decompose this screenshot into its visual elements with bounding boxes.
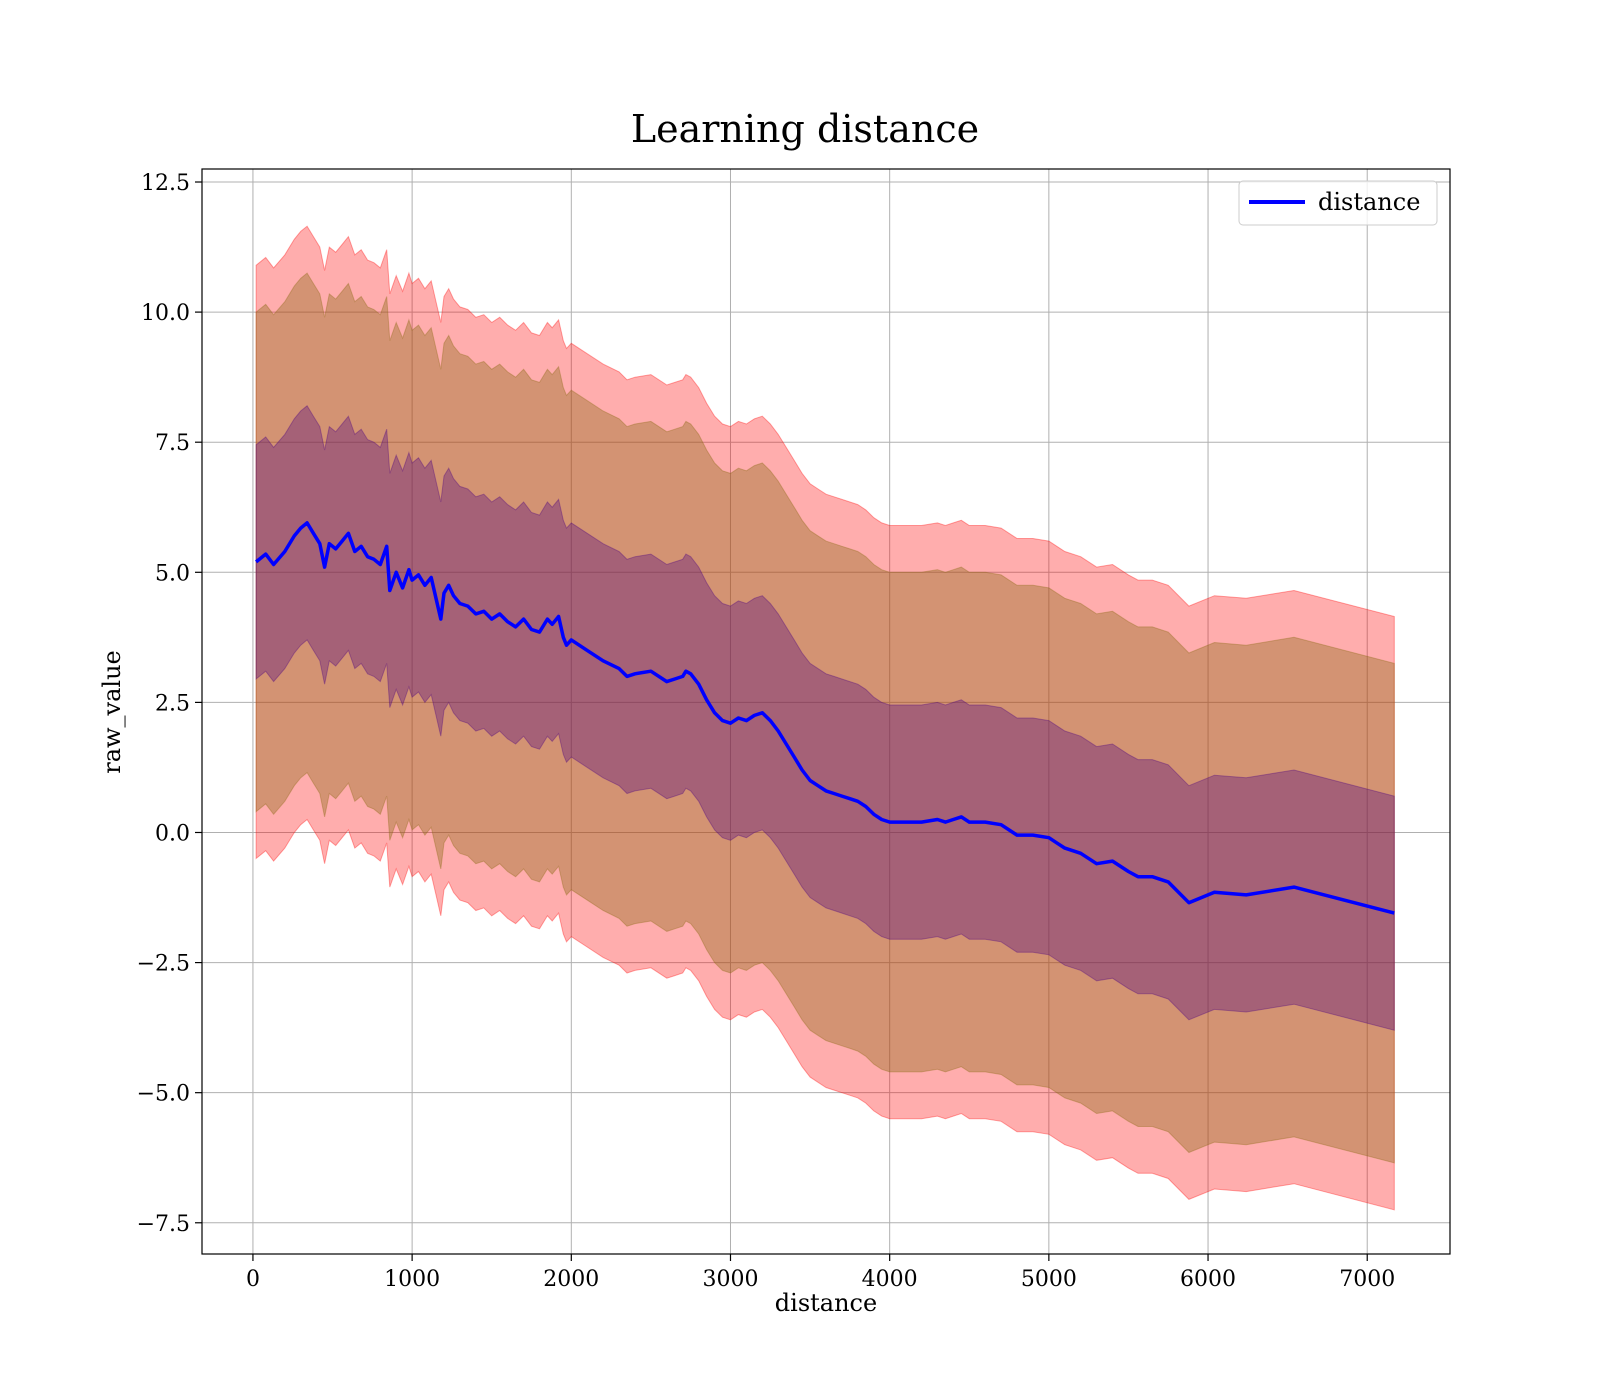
- x-tick-label: 6000: [1180, 1267, 1236, 1292]
- series-line-distance: [254, 521, 1395, 915]
- y-tick-label: 2.5: [155, 691, 190, 716]
- legend-label: distance: [1318, 188, 1420, 216]
- band-layer: [255, 225, 1395, 1211]
- legend-box: [1238, 180, 1438, 226]
- legend: distance: [1238, 180, 1438, 226]
- x-tick-label: 4000: [862, 1267, 918, 1292]
- band-middle: [255, 272, 1395, 1164]
- plot-frame: [201, 168, 1451, 1255]
- grid-layer: [202, 169, 1450, 1254]
- x-tick-label: 3000: [702, 1267, 758, 1292]
- x-axis-ticks: 0 1000 2000 3000 4000 5000 6000 7000: [246, 1254, 1395, 1292]
- y-tick-label: 5.0: [155, 561, 190, 586]
- y-tick-label: 10.0: [141, 301, 190, 326]
- band-outer: [255, 225, 1395, 1211]
- y-tick-label: −5.0: [137, 1082, 190, 1107]
- band-inner: [255, 405, 1395, 1031]
- chart-title: Learning distance: [631, 107, 979, 151]
- y-tick-label: −7.5: [137, 1212, 190, 1237]
- x-tick-label: 5000: [1021, 1267, 1077, 1292]
- y-axis-ticks: −7.5 −5.0 −2.5 0.0 2.5 5.0 7.5 10.0 12.5: [137, 171, 202, 1237]
- x-tick-label: 0: [246, 1267, 260, 1292]
- y-tick-label: −2.5: [137, 952, 190, 977]
- y-tick-label: 0.0: [155, 821, 190, 846]
- x-tick-label: 1000: [384, 1267, 440, 1292]
- x-axis-title: distance: [775, 1289, 877, 1317]
- x-tick-label: 2000: [543, 1267, 599, 1292]
- y-tick-label: 7.5: [155, 431, 190, 456]
- x-tick-label: 7000: [1339, 1267, 1395, 1292]
- y-axis-title: raw_value: [98, 650, 126, 774]
- line-layer: [254, 521, 1395, 915]
- y-tick-label: 12.5: [141, 171, 190, 196]
